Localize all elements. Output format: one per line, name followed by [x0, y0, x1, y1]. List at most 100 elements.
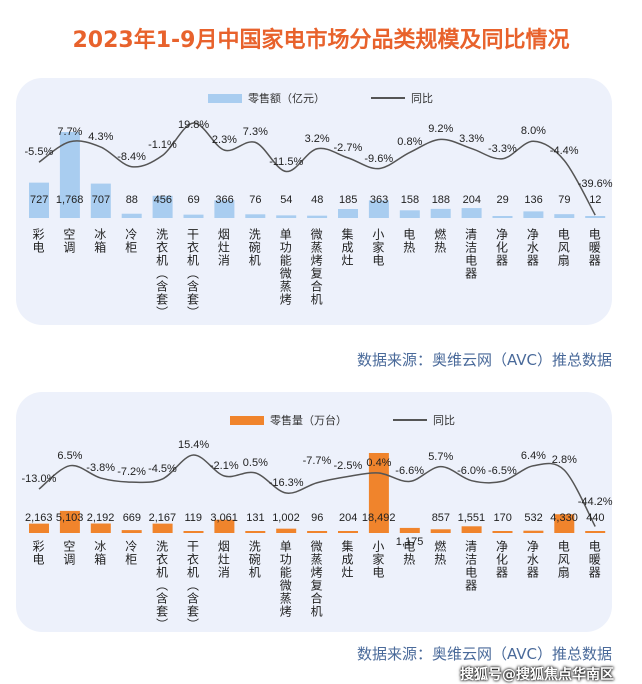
category-label: 净化器	[494, 228, 509, 267]
bar	[585, 216, 606, 218]
legend-line-swatch	[393, 419, 427, 421]
yoy-label: 15.4%	[178, 439, 210, 451]
yoy-label: -16.3%	[268, 477, 304, 490]
value-label: 54	[280, 194, 293, 206]
category-label: 微蒸烤复合机	[309, 228, 324, 306]
legend-line-swatch	[371, 97, 405, 99]
value-label: 119	[184, 512, 203, 524]
yoy-label: -7.7%	[302, 454, 332, 467]
category-label: 干衣机（含套）	[185, 228, 200, 319]
legend-top: 零售额（亿元） 同比	[208, 90, 433, 106]
value-label: 96	[311, 512, 324, 524]
yoy-label: -1.1%	[148, 139, 177, 152]
category-label: 微蒸烤复合机	[309, 540, 324, 618]
yoy-label: -2.1%	[209, 460, 239, 472]
yoy-label: -7.2%	[117, 466, 146, 479]
value-label: 707	[91, 194, 111, 206]
category-label: 电热	[401, 540, 416, 566]
yoy-label: -5.5%	[24, 146, 54, 159]
category-label: 净水器	[525, 228, 540, 267]
bar	[307, 531, 328, 533]
category-label: 电暖器	[587, 228, 602, 267]
category-label: 燃热	[432, 228, 447, 254]
yoy-label: 7.3%	[242, 126, 268, 139]
bar	[368, 200, 389, 218]
value-label: 136	[524, 194, 543, 206]
bar	[276, 528, 297, 533]
bar	[59, 510, 80, 533]
yoy-line	[38, 122, 596, 216]
category-label: 烟灶消	[216, 228, 231, 267]
value-label: 857	[431, 512, 451, 524]
bar	[430, 208, 451, 218]
bar	[554, 514, 575, 533]
bar	[29, 523, 49, 533]
yoy-label: 0.5%	[242, 456, 268, 469]
value-label: 2,163	[25, 512, 53, 524]
yoy-label: 5.7%	[428, 450, 454, 463]
yoy-label: 8.0%	[520, 125, 546, 138]
category-label: 电热	[401, 228, 416, 254]
category-label: 电暖器	[587, 540, 602, 579]
bar	[399, 210, 420, 218]
value-label: 669	[122, 512, 142, 524]
yoy-label: 0.4%	[366, 457, 392, 469]
value-label: 170	[493, 512, 512, 524]
bar	[585, 531, 606, 533]
category-label: 干衣机（含套）	[185, 540, 200, 631]
value-label: 185	[339, 194, 358, 206]
legend-bar-swatch	[230, 415, 264, 425]
value-label: 440	[586, 512, 605, 524]
bar	[59, 132, 80, 218]
category-label: 净水器	[525, 540, 540, 579]
category-label: 净化器	[494, 540, 509, 579]
bar	[214, 200, 235, 218]
bar	[276, 215, 297, 218]
category-label: 集成灶	[340, 228, 354, 267]
category-label: 洗碗机	[247, 228, 262, 267]
value-label: 188	[431, 194, 451, 206]
category-label: 小家电	[370, 228, 385, 267]
category-label: 单功能微蒸烤	[278, 540, 293, 618]
yoy-label: -3.3%	[488, 142, 517, 155]
category-label: 燃热	[432, 540, 447, 566]
bar	[338, 531, 358, 533]
bar	[523, 530, 544, 533]
bar	[183, 214, 204, 218]
category-label: 空调	[61, 540, 76, 566]
bar	[338, 209, 358, 218]
yoy-label: -44.2%	[577, 496, 613, 508]
value-label: 88	[125, 194, 138, 206]
bar	[307, 215, 328, 218]
value-label: 3,061	[210, 512, 238, 524]
yoy-label: -3.8%	[86, 462, 116, 475]
category-label: 洗衣机（含套）	[154, 228, 169, 319]
bar	[523, 211, 544, 218]
value-label: 1,175	[395, 536, 424, 548]
watermark: 搜狐号@搜狐焦点华南区	[460, 667, 614, 683]
yoy-label: -4.4%	[549, 144, 579, 157]
category-label: 电风扇	[556, 228, 571, 267]
value-label: 363	[369, 194, 389, 206]
category-label: 洗碗机	[247, 540, 262, 579]
category-label: 冷柜	[123, 540, 138, 566]
legend-bar-swatch	[208, 93, 242, 103]
yoy-label: 0.8%	[397, 136, 423, 149]
bar	[554, 214, 575, 218]
value-label: 5,103	[55, 512, 84, 524]
bar	[461, 526, 482, 533]
value-label: 2,167	[148, 512, 177, 524]
legend-line-label: 同比	[433, 414, 455, 427]
bar	[121, 213, 142, 218]
value-label: 532	[524, 512, 543, 524]
yoy-label: 7.7%	[57, 125, 83, 138]
source-note-top: 数据来源：奥维云网（AVC）推总数据	[356, 351, 612, 369]
category-label: 集成灶	[340, 540, 354, 579]
yoy-label: 6.5%	[57, 449, 83, 462]
value-label: 29	[496, 194, 509, 206]
yoy-label: -8.4%	[117, 150, 146, 163]
bar	[29, 182, 49, 218]
category-label: 空调	[61, 228, 76, 254]
category-label: 冰箱	[92, 540, 107, 566]
value-label: 12	[589, 194, 602, 206]
